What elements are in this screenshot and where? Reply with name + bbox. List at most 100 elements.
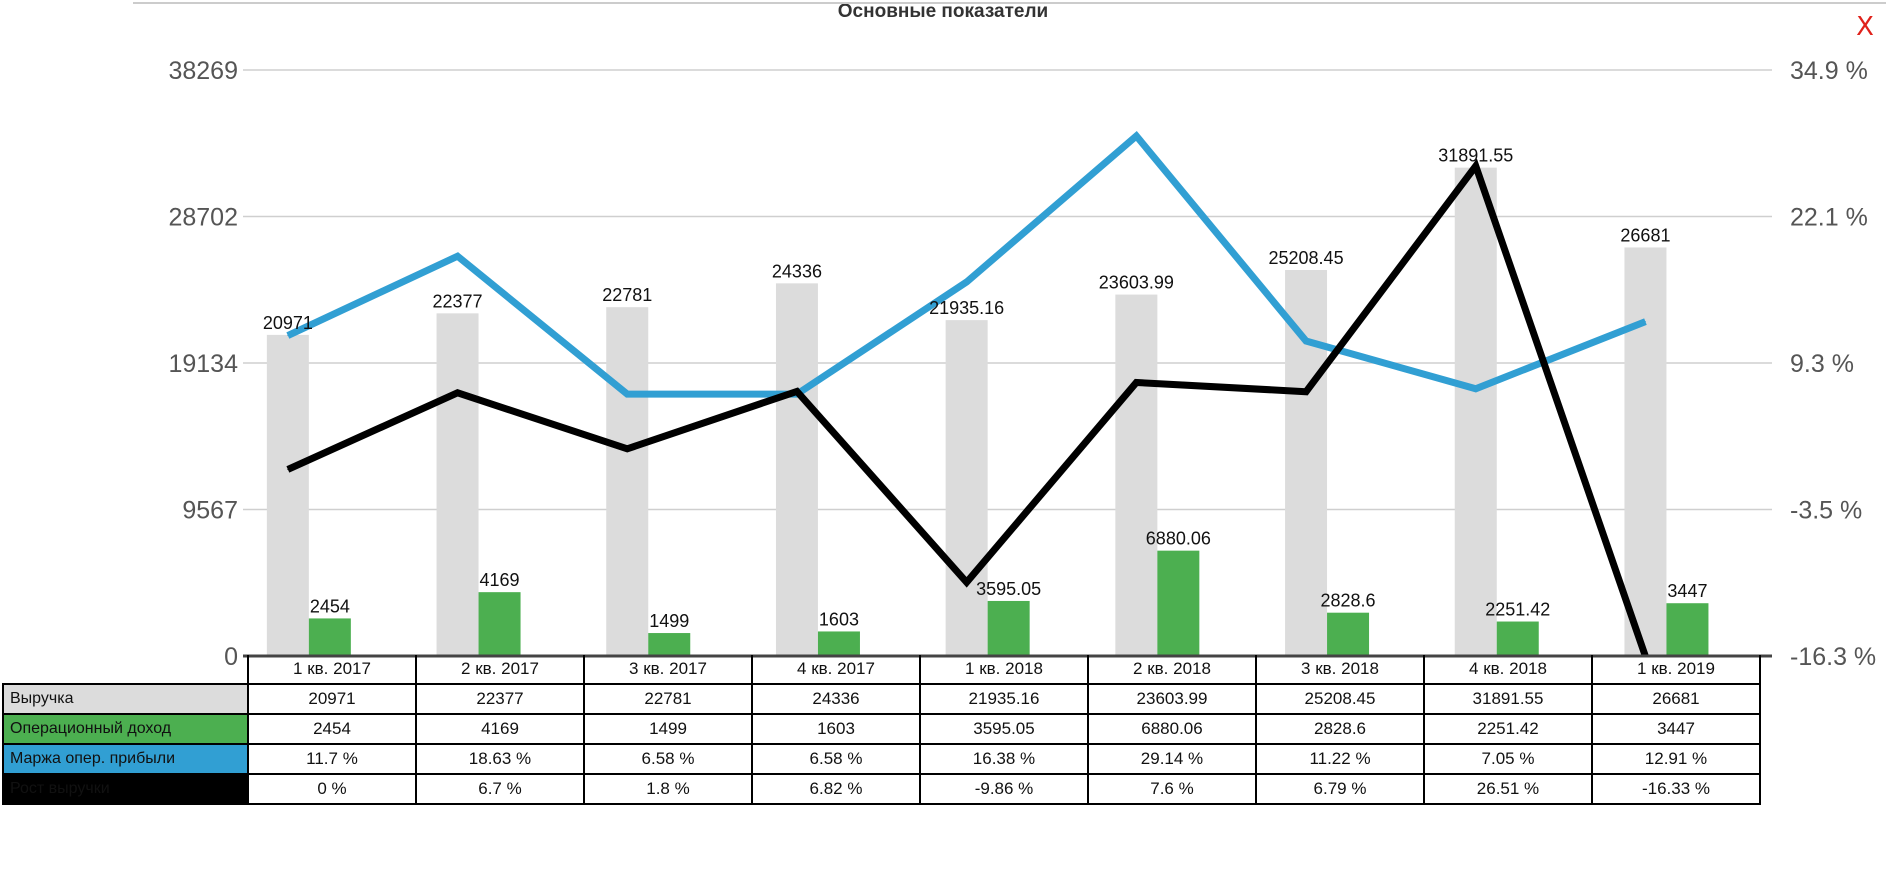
- table-cell: 21935.16: [919, 683, 1089, 715]
- x-tick-label: 1 кв. 2017: [247, 655, 417, 685]
- table-row: Рост выручки 0 % 6.7 % 1.8 % 6.82 % -9.86 % 7.…: [2, 773, 1761, 805]
- x-tick-label: 1 кв. 2019: [1591, 655, 1761, 685]
- table-corner-cell: [3, 655, 248, 684]
- x-tick-label: 4 кв. 2017: [751, 655, 921, 685]
- revenue-data-label: 22781: [602, 285, 652, 305]
- y-left-tick-label: 0: [224, 643, 238, 671]
- x-tick-label: 1 кв. 2018: [919, 655, 1089, 685]
- operating-income-bar: [1327, 612, 1370, 656]
- margin-line-point: [1135, 135, 1137, 137]
- y-right-tick-label: 9.3 %: [1790, 350, 1854, 378]
- series-legend-label: Рост выручки: [2, 773, 249, 805]
- revenue-data-label: 20971: [263, 313, 313, 333]
- table-cell: 7.05 %: [1423, 743, 1593, 775]
- revenue-bar: [1285, 269, 1328, 656]
- operating-income-data-label: 1499: [649, 611, 689, 631]
- revenue-bar: [266, 334, 309, 656]
- growth-line-point: [796, 390, 798, 392]
- table-cell: 6.7 %: [415, 773, 585, 805]
- y-right-tick-label: -3.5 %: [1790, 497, 1862, 525]
- table-cell: 18.63 %: [415, 743, 585, 775]
- table-cell: 1499: [583, 713, 753, 745]
- revenue-bar: [436, 313, 479, 656]
- operating-income-bar: [817, 631, 860, 656]
- margin-line-point: [457, 255, 459, 257]
- table-cell: -9.86 %: [919, 773, 1089, 805]
- table-cell: 22377: [415, 683, 585, 715]
- revenue-bar: [945, 320, 988, 656]
- margin-line-point: [1475, 388, 1477, 390]
- revenue-bar: [1624, 247, 1667, 656]
- operating-income-data-label: 3595.05: [976, 579, 1041, 599]
- series-legend-label: Операционный доход: [2, 713, 249, 745]
- y-right-tick-label: -16.3 %: [1790, 643, 1876, 671]
- revenue-data-label: 22377: [433, 291, 483, 311]
- table-cell: 3447: [1591, 713, 1761, 745]
- y-left-tick-label: 9567: [182, 497, 238, 525]
- table-cell: 31891.55: [1423, 683, 1593, 715]
- x-tick-label: 2 кв. 2017: [415, 655, 585, 685]
- growth-line-point: [626, 448, 628, 450]
- table-cell: 6.58 %: [583, 743, 753, 775]
- table-row: Выручка 20971 22377 22781 24336 21935.16 23603…: [2, 683, 1761, 715]
- table-row: Маржа опер. прибыли 11.7 % 18.63 % 6.58 % 6.…: [2, 743, 1761, 775]
- table-cell: 2454: [247, 713, 417, 745]
- operating-income-bar: [478, 592, 521, 656]
- revenue-bar: [775, 283, 818, 656]
- operating-income-bar: [1666, 603, 1709, 656]
- close-button[interactable]: X: [1856, 12, 1874, 42]
- revenue-bar: [606, 307, 649, 656]
- y-left-tick-label: 19134: [168, 350, 238, 378]
- operating-income-data-label: 2828.6: [1321, 591, 1376, 611]
- table-cell: 20971: [247, 683, 417, 715]
- table-cell: 6.79 %: [1255, 773, 1425, 805]
- table-cell: 16.38 %: [919, 743, 1089, 775]
- table-cell: 26681: [1591, 683, 1761, 715]
- operating-income-bar: [1157, 550, 1200, 656]
- table-cell: 11.7 %: [247, 743, 417, 775]
- series-legend-label: Выручка: [2, 683, 249, 715]
- revenue-data-label: 24336: [772, 261, 822, 281]
- growth-line-point: [1305, 391, 1307, 393]
- x-tick-label: 4 кв. 2018: [1423, 655, 1593, 685]
- table-cell: 4169: [415, 713, 585, 745]
- table-cell: 12.91 %: [1591, 743, 1761, 775]
- growth-line-point: [966, 581, 968, 583]
- revenue-data-label: 26681: [1620, 225, 1670, 245]
- margin-line-point: [1644, 321, 1646, 323]
- table-row: Операционный доход 2454 4169 1499 1603 3595.0…: [2, 713, 1761, 745]
- x-tick-label: 2 кв. 2018: [1087, 655, 1257, 685]
- growth-line-point: [1135, 381, 1137, 383]
- table-cell: 1.8 %: [583, 773, 753, 805]
- table-cell: 29.14 %: [1087, 743, 1257, 775]
- operating-income-data-label: 2251.42: [1485, 600, 1550, 620]
- table-cell: 23603.99: [1087, 683, 1257, 715]
- margin-line-point: [1305, 340, 1307, 342]
- table-cell: 6.82 %: [751, 773, 921, 805]
- growth-line-point: [457, 392, 459, 394]
- table-cell: -16.33 %: [1591, 773, 1761, 805]
- y-right-tick-label: 34.9 %: [1790, 57, 1868, 85]
- operating-income-bar: [987, 600, 1030, 656]
- margin-line-point: [626, 393, 628, 395]
- revenue-data-label: 25208.45: [1269, 248, 1344, 268]
- revenue-data-label: 21935.16: [929, 298, 1004, 318]
- revenue-bar: [1115, 294, 1158, 656]
- table-cell: 0 %: [247, 773, 417, 805]
- growth-line-point: [287, 468, 289, 470]
- revenue-bar: [1454, 167, 1497, 656]
- y-left-tick-label: 28702: [168, 204, 238, 232]
- growth-line-point: [1475, 165, 1477, 167]
- operating-income-data-label: 1603: [819, 609, 859, 629]
- table-header-row: 1 кв. 2017 2 кв. 2017 3 кв. 2017 4 кв. 2017…: [3, 655, 1761, 685]
- table-cell: 2251.42: [1423, 713, 1593, 745]
- table-cell: 7.6 %: [1087, 773, 1257, 805]
- operating-income-data-label: 3447: [1667, 581, 1707, 601]
- margin-line-point: [966, 281, 968, 283]
- revenue-data-label: 31891.55: [1438, 146, 1513, 166]
- operating-income-data-label: 6880.06: [1146, 529, 1211, 549]
- y-left-tick-label: 38269: [168, 57, 238, 85]
- table-cell: 25208.45: [1255, 683, 1425, 715]
- x-tick-label: 3 кв. 2018: [1255, 655, 1425, 685]
